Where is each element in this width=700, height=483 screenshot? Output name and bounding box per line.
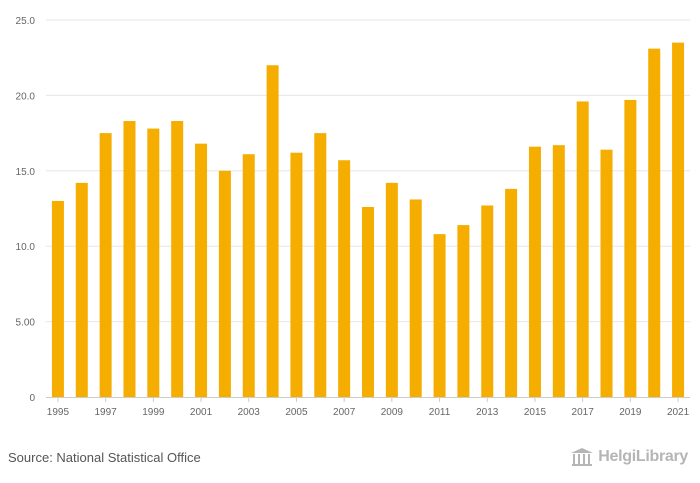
x-tick-label: 2005 (285, 407, 308, 418)
bar-1996 (75, 182, 88, 397)
x-tick-label: 1999 (142, 407, 165, 418)
y-tick-label: 20.0 (16, 91, 36, 102)
bar-2020 (648, 48, 661, 397)
bar-2009 (385, 182, 398, 397)
x-tick-label: 2019 (619, 407, 642, 418)
x-tick-label: 1995 (47, 407, 70, 418)
bar-2008 (362, 206, 374, 397)
bar-2007 (338, 160, 351, 397)
bar-2010 (409, 199, 422, 397)
logo-text: HelgiLibrary (598, 448, 688, 465)
x-tick-label: 2013 (476, 407, 499, 418)
bar-chart: 0 5.00 10.0 15.0 20.0 25.0 1995 1997 1999 2001 20… (16, 16, 690, 418)
helgilibrary-logo[interactable]: HelgiLibrary (570, 448, 688, 466)
bar-2011 (433, 234, 446, 397)
bar-2019 (624, 99, 637, 397)
bar-2018 (600, 149, 613, 397)
bar-2016 (552, 145, 565, 397)
bar-2000 (171, 121, 184, 397)
x-tick-label: 2015 (524, 407, 547, 418)
x-tick-label: 2017 (572, 407, 595, 418)
bar-2006 (314, 133, 327, 397)
y-tick-label: 10.0 (16, 242, 36, 253)
y-tick-label: 0 (29, 393, 35, 404)
x-axis-tick-labels: 1995 1997 1999 2001 2003 2005 2007 2009 2011 2013… (47, 407, 690, 418)
bar-2013 (481, 205, 494, 397)
bar-1997 (99, 133, 112, 397)
x-tick-label: 2011 (429, 407, 451, 418)
x-axis (46, 397, 690, 402)
x-tick-label: 2007 (333, 407, 356, 418)
bars (51, 42, 685, 398)
x-tick-label: 1997 (95, 407, 118, 418)
y-axis-tick-labels: 0 5.00 10.0 15.0 20.0 25.0 (16, 16, 36, 404)
bar-2002 (218, 170, 231, 397)
y-tick-label: 5.00 (16, 318, 36, 329)
bar-2015 (528, 146, 541, 397)
y-tick-label: 25.0 (16, 16, 36, 27)
bar-2005 (290, 152, 303, 397)
source-note: Source: National Statistical Office (8, 450, 201, 465)
x-tick-label: 2021 (667, 407, 690, 418)
bar-1995 (51, 200, 64, 397)
bar-2014 (505, 188, 518, 397)
x-tick-label: 2003 (238, 407, 261, 418)
bar-2004 (266, 65, 279, 398)
bar-2003 (242, 154, 255, 397)
x-tick-label: 2009 (381, 407, 404, 418)
bar-2001 (195, 143, 208, 397)
bar-2021 (672, 42, 685, 398)
bar-1998 (123, 121, 136, 397)
library-building-icon (571, 448, 594, 466)
bar-1999 (147, 128, 160, 398)
y-tick-label: 15.0 (16, 167, 36, 178)
bar-2012 (457, 225, 470, 397)
bar-2017 (576, 101, 589, 397)
x-tick-label: 2001 (190, 407, 213, 418)
